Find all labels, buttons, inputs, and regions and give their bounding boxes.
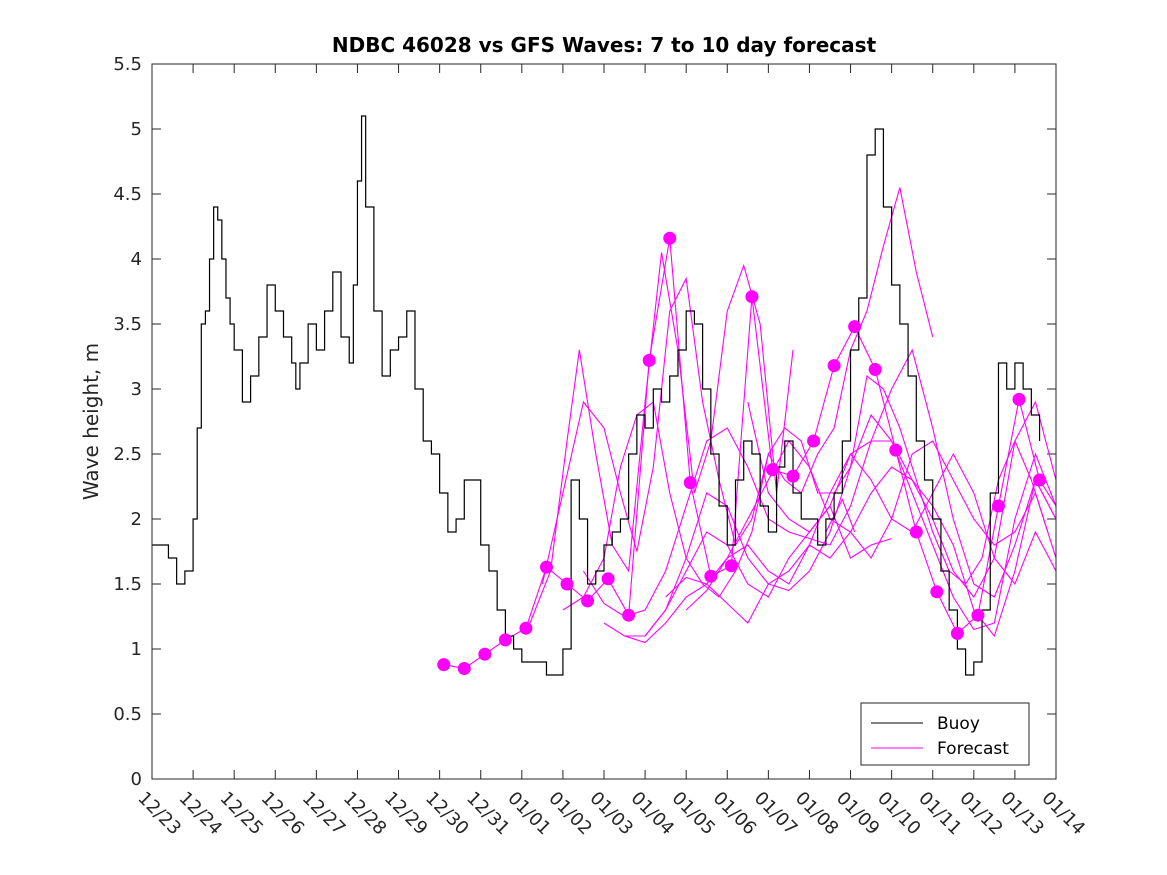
y-tick-label: 2.5 <box>113 444 142 465</box>
y-tick-label: 3 <box>131 379 142 400</box>
forecast-marker <box>519 621 533 635</box>
forecast-marker <box>950 626 964 640</box>
forecast-run-line-11 <box>825 498 856 533</box>
y-tick-labels: 0 0.5 1 1.5 2 2.5 3 3.5 4 4.5 5 5.5 <box>113 54 142 790</box>
forecast-marker <box>581 594 595 608</box>
axes-frame <box>151 63 1057 780</box>
chart-title: NDBC 46028 vs GFS Waves: 7 to 10 day for… <box>332 33 877 57</box>
forecast-marker <box>724 559 738 573</box>
forecast-marker <box>930 585 944 599</box>
forecast-marker <box>971 608 985 622</box>
plot-area <box>152 115 1056 676</box>
forecast-run-line-10 <box>747 401 892 559</box>
forecast-marker <box>437 658 451 672</box>
forecast-marker <box>889 443 903 457</box>
forecast-marker <box>991 499 1005 513</box>
forecast-markers <box>437 231 1047 675</box>
y-tick-label: 0.5 <box>113 704 142 725</box>
legend-label-buoy: Buoy <box>937 714 980 734</box>
y-tick-label: 3.5 <box>113 314 142 335</box>
forecast-marker <box>539 560 553 574</box>
forecast-run-line-8 <box>665 439 1056 598</box>
forecast-marker <box>683 476 697 490</box>
forecast-marker <box>478 647 492 661</box>
y-tick-label: 5 <box>131 119 142 140</box>
forecast-marker <box>457 662 471 675</box>
legend: Buoy Forecast <box>860 702 1030 766</box>
forecast-marker <box>827 359 841 373</box>
forecast-marker <box>909 525 923 539</box>
forecast-marker <box>868 363 882 376</box>
forecast-marker <box>663 231 677 245</box>
forecast-marker <box>622 608 636 622</box>
y-axis-label: Wave height, m <box>79 343 103 500</box>
y-tick-label: 1 <box>131 639 142 660</box>
forecast-marker <box>745 290 759 304</box>
forecast-run-line-4 <box>582 348 1056 618</box>
forecast-marker <box>1033 473 1047 487</box>
y-tick-label: 0 <box>131 769 142 790</box>
axis-ticks <box>151 63 1057 780</box>
y-tick-label: 5.5 <box>113 54 142 75</box>
forecast-marker <box>1012 392 1026 406</box>
forecast-marker <box>704 569 718 583</box>
legend-label-forecast: Forecast <box>937 739 1009 759</box>
forecast-marker <box>560 577 574 591</box>
forecast-marker <box>807 434 821 448</box>
y-tick-label: 1.5 <box>113 574 142 595</box>
y-tick-label: 2 <box>131 509 142 530</box>
forecast-marker <box>848 320 862 334</box>
forecast-marker <box>786 469 800 483</box>
forecast-marker <box>498 633 512 647</box>
buoy-series-line <box>152 115 1041 676</box>
forecast-marker <box>642 353 656 367</box>
forecast-marker <box>765 463 779 477</box>
y-tick-label: 4 <box>131 249 142 270</box>
forecast-marker <box>601 572 615 586</box>
forecast-run-line-9 <box>685 452 1056 611</box>
forecast-run-line-1 <box>529 252 794 624</box>
y-tick-label: 4.5 <box>113 184 142 205</box>
legend-box <box>860 702 1030 766</box>
forecast-run-line-6 <box>624 413 1056 644</box>
